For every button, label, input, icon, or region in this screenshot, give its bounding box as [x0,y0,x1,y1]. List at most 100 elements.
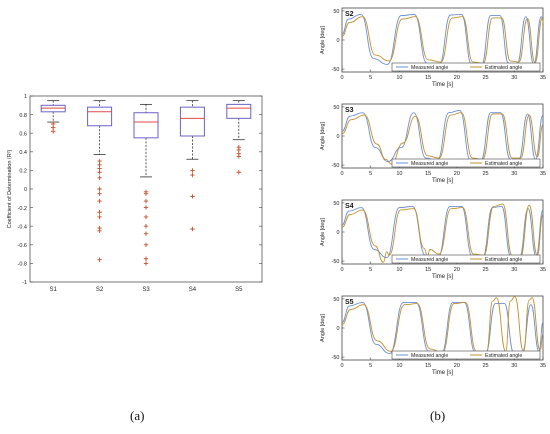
panel-label: S5 [345,299,354,306]
outlier-S2 [97,162,102,168]
series-line-estimated [341,16,544,64]
x-tick-label: 5 [369,267,372,273]
x-tick-label: 5 [369,75,372,81]
y-axis-label: Angle [deg] [320,122,326,150]
x-tick-label: 0 [340,267,343,273]
y-tick-label: 0 [336,230,339,236]
y-tick-label: 50 [333,9,339,15]
x-tick-label: 15 [425,363,431,369]
legend-label: Estimated angle [485,65,522,71]
outlier-S5 [236,154,241,159]
legend: Measured angle Estimated angle [391,62,541,72]
y-tick-label: -50 [332,259,340,265]
y-tick-label: -0.2 [18,206,27,212]
x-tick-label: S3 [142,287,150,293]
x-axis-label: Time [s] [432,370,453,376]
x-tick-label: 20 [454,363,460,369]
y-tick-label: -0.8 [18,262,27,268]
outlier-S4 [190,172,195,178]
caption-b: (b) [430,408,446,423]
x-tick-label: 25 [483,267,489,273]
y-tick-label: 0 [24,187,27,193]
outlier-S3 [143,261,149,266]
x-tick-label: 10 [396,267,402,273]
panel-frame [341,7,544,73]
legend-box [391,62,541,72]
x-tick-label: 30 [511,75,517,81]
series-line-estimated [341,112,544,165]
x-tick-label: 30 [511,363,517,369]
y-tick-label: 0.6 [19,131,27,137]
outlier-S3 [143,214,149,220]
y-tick-label: 0 [336,38,339,44]
x-tick-label: 25 [483,171,489,177]
x-tick-label: 25 [483,363,489,369]
x-tick-label: 35 [540,171,546,177]
outlier-S2 [97,175,102,181]
outlier-S4 [190,226,195,232]
x-tick-label: 0 [340,363,343,369]
x-axis-label: Time [s] [432,274,453,280]
y-tick-label: 1 [24,94,27,100]
y-tick-label: 50 [333,105,339,111]
legend-label: Measured angle [411,257,448,263]
outlier-S2 [97,166,102,171]
x-tick-label: 25 [483,75,489,81]
series-line-measured [341,13,544,66]
legend-box [391,254,541,264]
x-tick-label: 30 [511,171,517,177]
y-tick-label: -50 [332,67,340,73]
outlier-S1 [51,125,56,130]
x-axis-label: Time [s] [432,178,453,184]
x-tick-label: 10 [396,171,402,177]
outlier-S2 [97,228,102,234]
outlier-S3 [143,242,149,247]
outlier-S2 [97,186,102,192]
outlier-S5 [236,170,241,175]
x-tick-label: 20 [454,171,460,177]
outlier-S3 [143,256,149,261]
x-tick-label: 5 [369,363,372,369]
x-tick-label: 15 [425,171,431,177]
outlier-S3 [143,191,149,196]
y-axis-label: Angle [deg] [320,314,326,342]
outlier-S2 [97,170,102,175]
outlier-S2 [97,210,102,215]
y-tick-label: 0 [336,326,339,332]
boxplot-chart: -1 -0.8 -0.6 -0.4 -0.2 0 0.2 0.4 0.6 0.8 1 Coeffici… [7,94,263,293]
box-S5 [226,103,252,119]
legend: Measured angle Estimated angle [391,158,541,168]
x-tick-label: 20 [454,267,460,273]
legend: Measured angle Estimated angle [391,254,541,264]
y-tick-label: 0.8 [19,113,27,119]
legend-label: Measured angle [411,65,448,71]
y-tick-label: 50 [333,297,339,303]
outlier-S4 [190,168,195,173]
outlier-S2 [97,191,102,196]
y-tick-label: 0.2 [19,169,27,175]
x-tick-label: S5 [235,287,243,293]
y-axis-label: Angle [deg] [320,26,326,54]
x-tick-label: 0 [340,75,343,81]
y-tick-label: -0.4 [18,224,27,230]
x-tick-label: 35 [540,267,546,273]
legend: Measured angle Estimated angle [391,350,541,360]
y-tick-label: 50 [333,201,339,207]
y-tick-label: 0.4 [19,150,27,156]
outlier-S3 [143,205,149,210]
outlier-S1 [51,121,56,127]
box-S4 [179,106,205,137]
y-axis-label: Angle [deg] [320,218,326,246]
y-axis-label: Coefficient of Determination (R²) [7,149,13,228]
y-tick-label: -1 [22,280,27,286]
x-tick-label: S2 [96,287,104,293]
x-tick-label: S4 [189,287,197,293]
x-tick-label: 35 [540,75,546,81]
outlier-S3 [143,231,149,236]
x-tick-label: 5 [369,171,372,177]
